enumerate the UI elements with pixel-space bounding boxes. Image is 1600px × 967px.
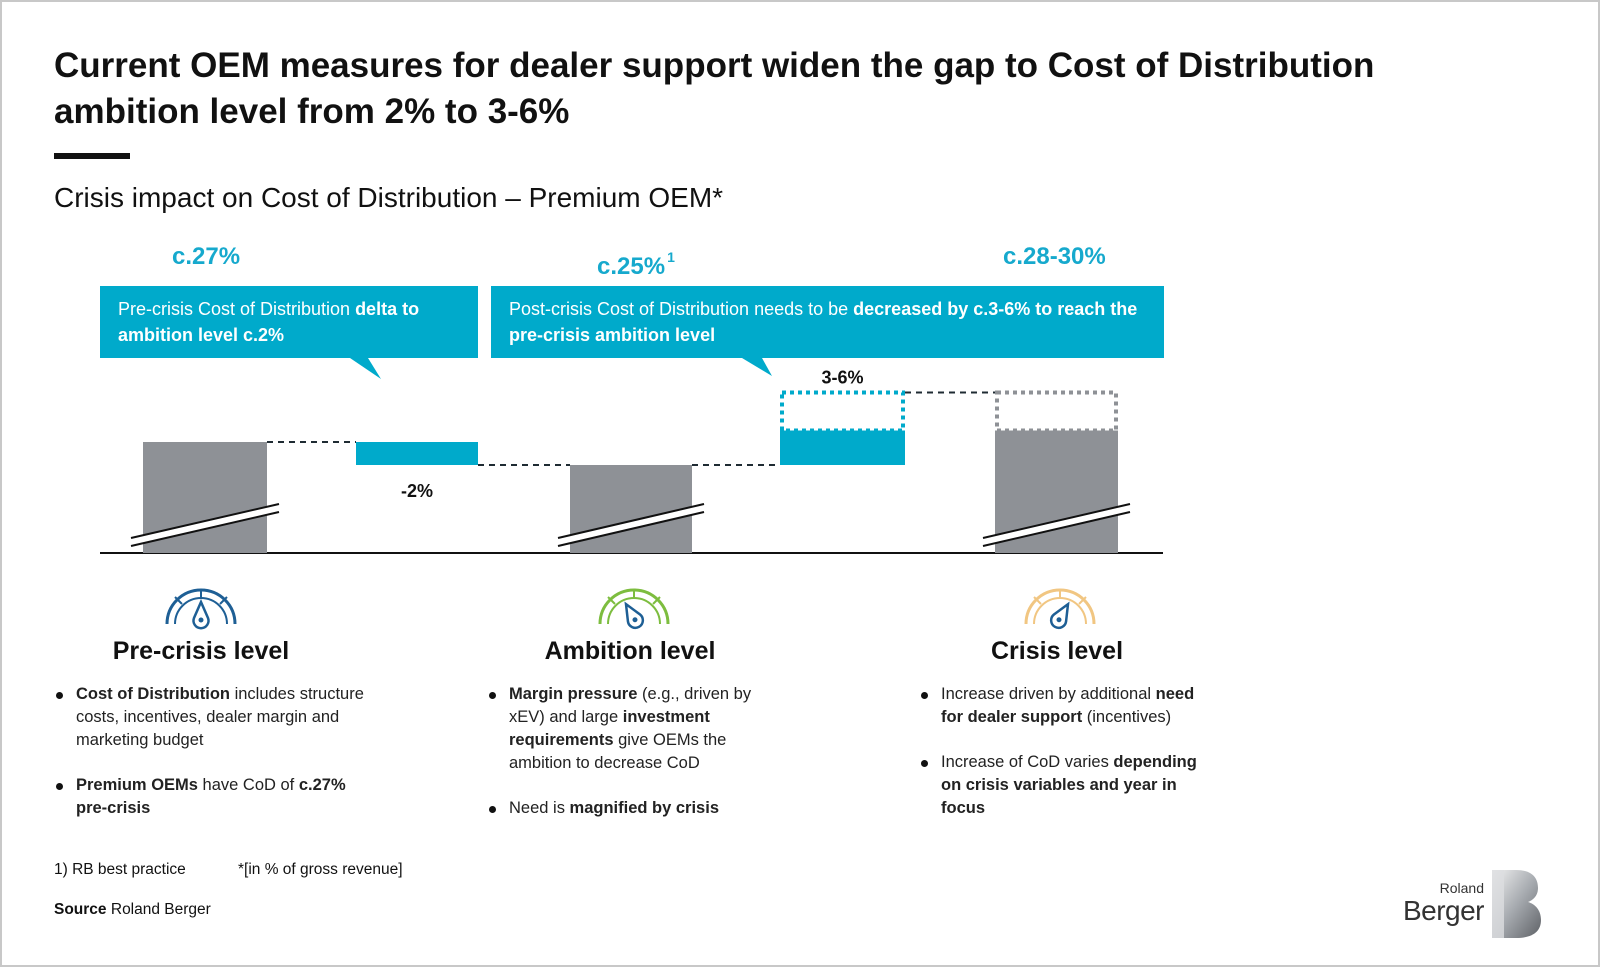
list-item: Margin pressure (e.g., driven by xEV) an… [487, 683, 777, 775]
bar-delta-increase [780, 430, 905, 465]
axis-break-line-b-0 [130, 511, 280, 547]
title-underline [54, 153, 130, 159]
data-label-decrease: -2% [401, 481, 433, 501]
axis-break-line-b-4 [982, 511, 1131, 547]
bullet-list-crisis: Increase driven by additional need for d… [919, 683, 1219, 842]
footnote-mark: 1 [667, 249, 675, 265]
bullet-list-ambition: Margin pressure (e.g., driven by xEV) an… [487, 683, 777, 842]
chart-subtitle: Crisis impact on Cost of Distribution – … [54, 182, 724, 213]
list-item: Increase of CoD varies depending on cris… [919, 751, 1219, 820]
value-pre-crisis: c.27% [172, 243, 241, 270]
gauge-icon-blue [162, 580, 240, 635]
callout-pre-crisis: Pre-crisis Cost of Distribution delta to… [100, 286, 478, 358]
footnote-1: 1) RB best practice [54, 861, 186, 878]
footnote-unit: *[in % of gross revenue] [238, 861, 403, 878]
callout-post-crisis: Post-crisis Cost of Distribution needs t… [491, 286, 1164, 358]
list-item: Cost of Distribution includes structure … [54, 683, 374, 752]
bar-delta-range-outline [780, 390, 905, 433]
list-item: Premium OEMs have CoD of c.27% pre-crisi… [54, 774, 374, 820]
axis-break-0 [131, 504, 279, 546]
page-title: Current OEM measures for dealer support … [54, 46, 1375, 131]
axis-break-line-a-2 [557, 503, 705, 539]
bar-crisis-range-outline [995, 390, 1118, 433]
axis-break-4 [983, 504, 1130, 546]
category-title-pre-crisis: Pre-crisis level [112, 637, 290, 665]
roland-berger-logo-icon [1492, 870, 1541, 938]
list-item: Need is magnified by crisis [487, 797, 777, 820]
data-label-increase: 3-6% [821, 368, 863, 388]
category-title-ambition: Ambition level [544, 637, 716, 665]
value-ambition: c.25% 1 [597, 249, 675, 280]
axis-break-line-a-4 [982, 503, 1131, 539]
category-title-crisis: Crisis level [990, 637, 1124, 665]
gauge-icon-orange [1021, 580, 1099, 635]
axis-break-line-b-2 [557, 511, 705, 547]
logo-wordmark: Roland Berger [1402, 880, 1485, 926]
source-note: Source Roland Berger [54, 901, 211, 918]
gauge-icon-green [595, 580, 673, 635]
axis-break-2 [558, 504, 704, 546]
callout-pointer-right [742, 358, 772, 376]
list-item: Increase driven by additional need for d… [919, 683, 1219, 729]
callout-pointer-left [350, 358, 381, 379]
bar-delta-decrease [356, 442, 478, 465]
value-crisis: c.28-30% [1003, 243, 1106, 270]
axis-break-line-a-0 [130, 503, 280, 539]
bullet-list-pre-crisis: Cost of Distribution includes structure … [54, 683, 374, 842]
